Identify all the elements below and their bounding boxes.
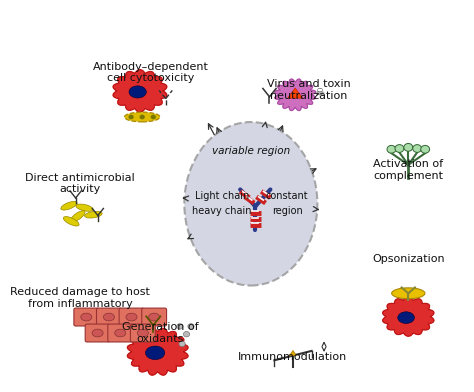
FancyBboxPatch shape	[108, 324, 133, 342]
Circle shape	[413, 145, 421, 152]
Circle shape	[404, 143, 413, 151]
Ellipse shape	[85, 211, 102, 218]
Text: ☠: ☠	[315, 88, 325, 98]
Text: constant: constant	[266, 191, 309, 201]
Text: Light chain: Light chain	[195, 191, 249, 201]
FancyBboxPatch shape	[142, 308, 166, 326]
Text: Immunomodulation: Immunomodulation	[238, 352, 347, 362]
Circle shape	[395, 145, 404, 152]
Circle shape	[139, 114, 145, 119]
FancyBboxPatch shape	[130, 324, 155, 342]
Circle shape	[188, 324, 194, 329]
Polygon shape	[288, 88, 303, 98]
Ellipse shape	[103, 313, 114, 321]
Circle shape	[151, 114, 156, 119]
Polygon shape	[275, 79, 316, 111]
Ellipse shape	[146, 346, 165, 359]
Text: variable region: variable region	[212, 146, 290, 156]
Text: Virus and toxin
neutralization: Virus and toxin neutralization	[267, 79, 350, 101]
Ellipse shape	[81, 313, 92, 321]
Ellipse shape	[115, 329, 126, 337]
Ellipse shape	[125, 112, 160, 122]
Ellipse shape	[398, 312, 414, 323]
Ellipse shape	[71, 211, 85, 222]
Ellipse shape	[92, 329, 103, 337]
Circle shape	[179, 341, 185, 347]
Text: Opsonization: Opsonization	[372, 254, 445, 264]
Ellipse shape	[64, 216, 79, 226]
Text: Reduced damage to host
from inflammatory: Reduced damage to host from inflammatory	[10, 287, 150, 309]
Circle shape	[128, 114, 134, 119]
Ellipse shape	[149, 313, 160, 321]
Text: region: region	[272, 206, 302, 216]
Text: Antibody–dependent
cell cytotoxicity: Antibody–dependent cell cytotoxicity	[93, 62, 209, 83]
Text: heavy chain: heavy chain	[192, 206, 252, 216]
Ellipse shape	[392, 288, 425, 299]
Polygon shape	[290, 350, 297, 356]
FancyBboxPatch shape	[85, 324, 110, 342]
Circle shape	[421, 145, 429, 153]
Text: Activation of
complement: Activation of complement	[373, 159, 443, 181]
Circle shape	[387, 145, 396, 153]
Circle shape	[177, 324, 183, 329]
Ellipse shape	[76, 204, 93, 211]
Polygon shape	[113, 70, 167, 112]
Circle shape	[183, 332, 190, 337]
Ellipse shape	[137, 329, 148, 337]
FancyBboxPatch shape	[97, 308, 121, 326]
Text: Direct antimicrobial
activity: Direct antimicrobial activity	[25, 172, 135, 194]
FancyBboxPatch shape	[74, 308, 99, 326]
Ellipse shape	[126, 313, 137, 321]
Ellipse shape	[129, 86, 146, 98]
Polygon shape	[128, 328, 188, 375]
Text: Generation of
oxidants: Generation of oxidants	[122, 323, 198, 344]
FancyBboxPatch shape	[119, 308, 144, 326]
Ellipse shape	[184, 122, 318, 285]
Ellipse shape	[61, 201, 77, 210]
Polygon shape	[383, 297, 434, 336]
